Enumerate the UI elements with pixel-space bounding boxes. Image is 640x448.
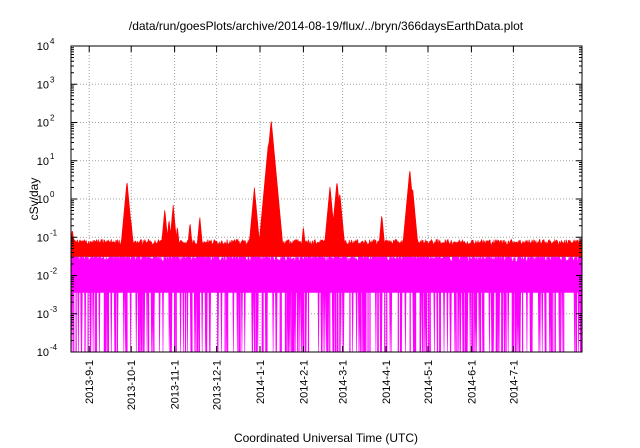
x-tick-label: 2013-11-1 <box>170 360 182 409</box>
x-tick-label: 2014-3-1 <box>338 360 350 404</box>
y-tick-exponent: 1 <box>50 152 55 161</box>
y-tick-exponent: -3 <box>50 305 58 314</box>
y-axis-label: cSv/day <box>27 178 41 221</box>
x-tick-label: 2013-12-1 <box>212 360 224 410</box>
y-tick-label: 10 <box>37 194 49 206</box>
y-tick-label: 10 <box>37 79 49 91</box>
x-tick-label: 2013-10-1 <box>126 360 138 410</box>
chart-title: /data/run/goesPlots/archive/2014-08-19/f… <box>129 19 524 33</box>
y-tick-exponent: -2 <box>50 267 58 276</box>
x-tick-labels: 2013-9-1 2013-10-1 2013-11-1 2013-12-1 2014-… <box>84 360 520 410</box>
y-tick-label: 10 <box>37 271 49 283</box>
y-tick-exponent: -1 <box>50 228 58 237</box>
y-tick-label: 10 <box>37 309 49 321</box>
y-tick-label: 10 <box>37 347 49 359</box>
y-tick-exponent: 2 <box>50 114 55 123</box>
x-tick-label: 2013-9-1 <box>84 360 96 404</box>
y-tick-exponent: 3 <box>50 75 55 84</box>
y-tick-exponent: -4 <box>50 343 58 352</box>
y-tick-exponent: 0 <box>50 190 55 199</box>
x-tick-label: 2014-2-1 <box>298 360 310 404</box>
y-tick-label: 10 <box>37 118 49 130</box>
y-tick-exponent: 4 <box>50 37 55 46</box>
x-tick-label: 2014-6-1 <box>466 360 478 404</box>
x-tick-label: 2014-5-1 <box>423 360 435 404</box>
y-tick-label: 10 <box>37 41 49 53</box>
y-tick-label: 10 <box>37 156 49 168</box>
axis-ticks <box>71 45 582 353</box>
x-tick-label: 2014-1-1 <box>255 360 267 404</box>
x-tick-label: 2014-7-1 <box>508 360 520 404</box>
x-axis-label: Coordinated Universal Time (UTC) <box>234 431 418 445</box>
y-tick-label: 10 <box>37 232 49 244</box>
x-tick-label: 2014-4-1 <box>381 360 393 404</box>
